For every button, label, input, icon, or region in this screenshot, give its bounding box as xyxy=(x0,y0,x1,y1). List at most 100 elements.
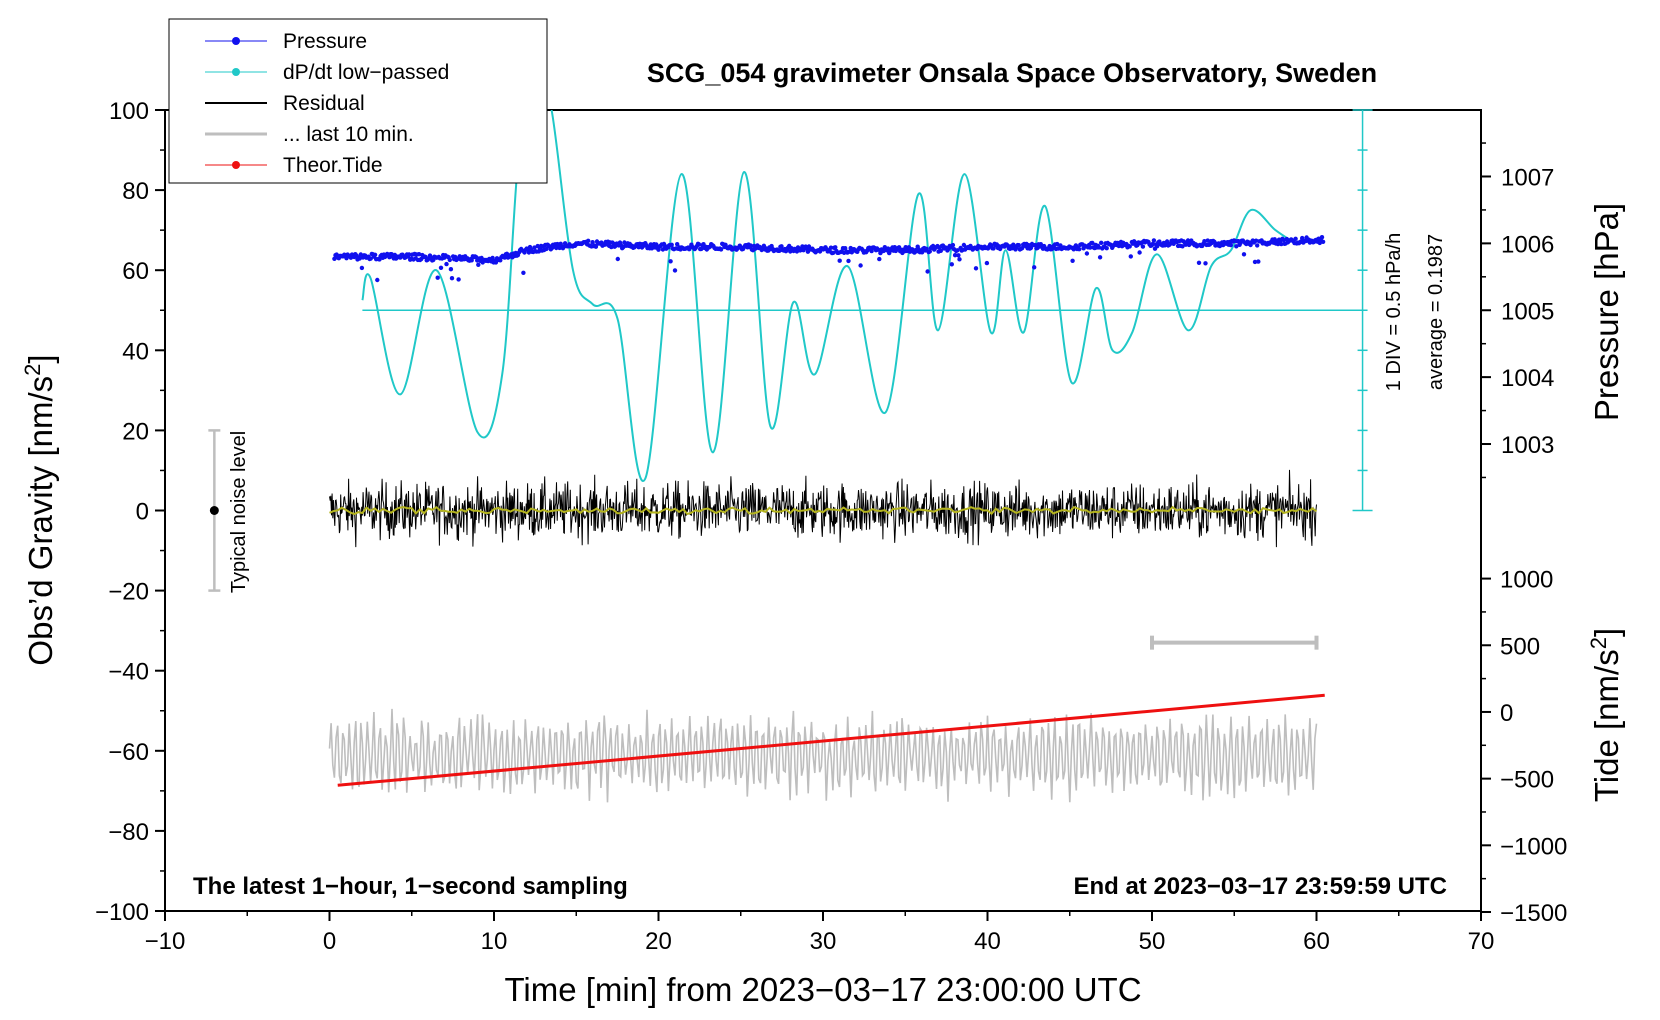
theor-tide-line xyxy=(337,693,1325,787)
pressure-point xyxy=(1099,240,1104,245)
legend-label-0: Pressure xyxy=(283,30,367,53)
pressure-point xyxy=(869,248,874,254)
y-axis-label-tide-end: ] xyxy=(1588,628,1625,637)
y-tick-label-0: 100 xyxy=(109,98,149,125)
pressure-point xyxy=(1137,250,1142,255)
pressure-point xyxy=(843,246,848,251)
pressure-tick-label-0: 1007 xyxy=(1501,164,1554,191)
pressure-point xyxy=(615,256,620,262)
pressure-point xyxy=(1084,251,1090,256)
y-tick-label-1: 80 xyxy=(122,178,149,205)
pressure-point xyxy=(955,248,960,253)
pressure-point xyxy=(779,244,784,249)
pressure-point xyxy=(950,242,956,248)
x-tick-label-8: 70 xyxy=(1468,928,1495,955)
pressure-point xyxy=(831,250,836,255)
tide-tick-label-1: 500 xyxy=(1500,633,1540,660)
bottom-right-note: End at 2023−03−17 23:59:59 UTC xyxy=(1073,873,1447,900)
x-tick-label-2: 10 xyxy=(481,928,508,955)
pressure-point xyxy=(1096,245,1102,250)
pressure-point xyxy=(903,245,908,250)
pressure-point xyxy=(357,256,362,261)
pressure-point xyxy=(956,253,961,258)
pressure-point xyxy=(833,245,838,250)
pressure-tick-label-2: 1005 xyxy=(1501,298,1554,325)
pressure-point xyxy=(368,256,373,261)
tide-tick-label-4: −1000 xyxy=(1500,833,1567,860)
pressure-point xyxy=(456,277,461,282)
pressure-point xyxy=(1180,244,1185,249)
pressure-point xyxy=(1164,239,1170,244)
pressure-point xyxy=(837,258,842,263)
pressure-point xyxy=(718,247,724,252)
pressure-point xyxy=(609,244,614,250)
axis-ticks: −10 0 10 20 30 40 50 60 70100806040200−20−40−60−… xyxy=(95,98,1567,955)
pressure-point xyxy=(438,265,444,270)
y-axis-label-tide: Tide [nm/s2] xyxy=(1586,628,1625,802)
residual-smoothed-line xyxy=(329,505,1318,516)
x-tick-label-1: 0 xyxy=(323,928,336,955)
pressure-point xyxy=(973,266,979,271)
pressure-point xyxy=(1151,238,1157,243)
x-axis-label: Time [min] from 2023−03−17 23:00:00 UTC xyxy=(504,971,1141,1008)
y-tick-label-7: −40 xyxy=(108,659,149,686)
chart-title: SCG_054 gravimeter Onsala Space Observat… xyxy=(647,58,1377,88)
tide-tick-label-2: 0 xyxy=(1500,700,1513,727)
pressure-point xyxy=(375,277,380,283)
pressure-point xyxy=(1016,243,1021,248)
pressure-point xyxy=(1293,236,1298,241)
pressure-point xyxy=(696,242,702,247)
pressure-point xyxy=(1155,244,1160,249)
pressure-point xyxy=(1241,252,1247,257)
y-axis-label-tide-main: Tide [nm/s xyxy=(1588,649,1625,802)
y-axis-label-gravity-sup: 2 xyxy=(20,364,45,376)
pressure-point xyxy=(449,276,455,281)
pressure-point xyxy=(654,242,659,247)
pressure-point xyxy=(938,248,943,253)
series-layer xyxy=(208,109,1373,803)
pressure-point xyxy=(521,270,526,275)
pressure-point xyxy=(927,249,932,254)
y-axis-label-tide-sup: 2 xyxy=(1586,637,1611,649)
pressure-point xyxy=(1070,258,1075,263)
pressure-point xyxy=(1019,246,1025,251)
pressure-point xyxy=(1032,265,1037,270)
pressure-point xyxy=(448,267,454,272)
pressure-point xyxy=(668,259,673,264)
residual-line xyxy=(329,469,1317,548)
pressure-point xyxy=(435,275,440,280)
pressure-point xyxy=(1128,254,1134,259)
pressure-point xyxy=(699,246,704,252)
legend-box xyxy=(168,18,548,184)
legend: Pressure dP/dt low−passed Residual ... last… xyxy=(168,18,548,184)
pressure-point xyxy=(876,247,881,252)
y-tick-label-6: −20 xyxy=(108,579,149,606)
pressure-point xyxy=(1253,238,1259,243)
y-axis-label-pressure: Pressure [hPa] xyxy=(1588,203,1625,421)
pressure-points xyxy=(332,235,1326,283)
pressure-point xyxy=(925,269,930,274)
pressure-point xyxy=(1196,260,1202,265)
pressure-point xyxy=(372,252,378,257)
bottom-left-note: The latest 1−hour, 1−second sampling xyxy=(193,873,628,900)
pressure-point xyxy=(984,260,990,266)
x-tick-label-4: 30 xyxy=(810,928,837,955)
pressure-point xyxy=(1234,244,1239,249)
pressure-point xyxy=(672,268,678,273)
dpdt-div-label: 1 DIV = 0.5 hPa/h xyxy=(1383,233,1405,391)
pressure-point xyxy=(777,248,782,253)
pressure-point xyxy=(952,253,958,258)
pressure-tick-label-3: 1004 xyxy=(1501,365,1554,392)
y-tick-label-5: 0 xyxy=(136,499,149,526)
noise-bar-center xyxy=(209,506,219,515)
pressure-point xyxy=(476,262,481,267)
pressure-tick-label-4: 1003 xyxy=(1501,432,1554,459)
pressure-point xyxy=(586,238,591,243)
pressure-point xyxy=(593,244,599,249)
pressure-point xyxy=(991,246,996,251)
pressure-point xyxy=(1275,241,1281,247)
y-tick-label-10: −100 xyxy=(95,899,149,926)
y-tick-label-8: −60 xyxy=(108,739,149,766)
noise-level-label: Typical noise level xyxy=(228,431,250,593)
